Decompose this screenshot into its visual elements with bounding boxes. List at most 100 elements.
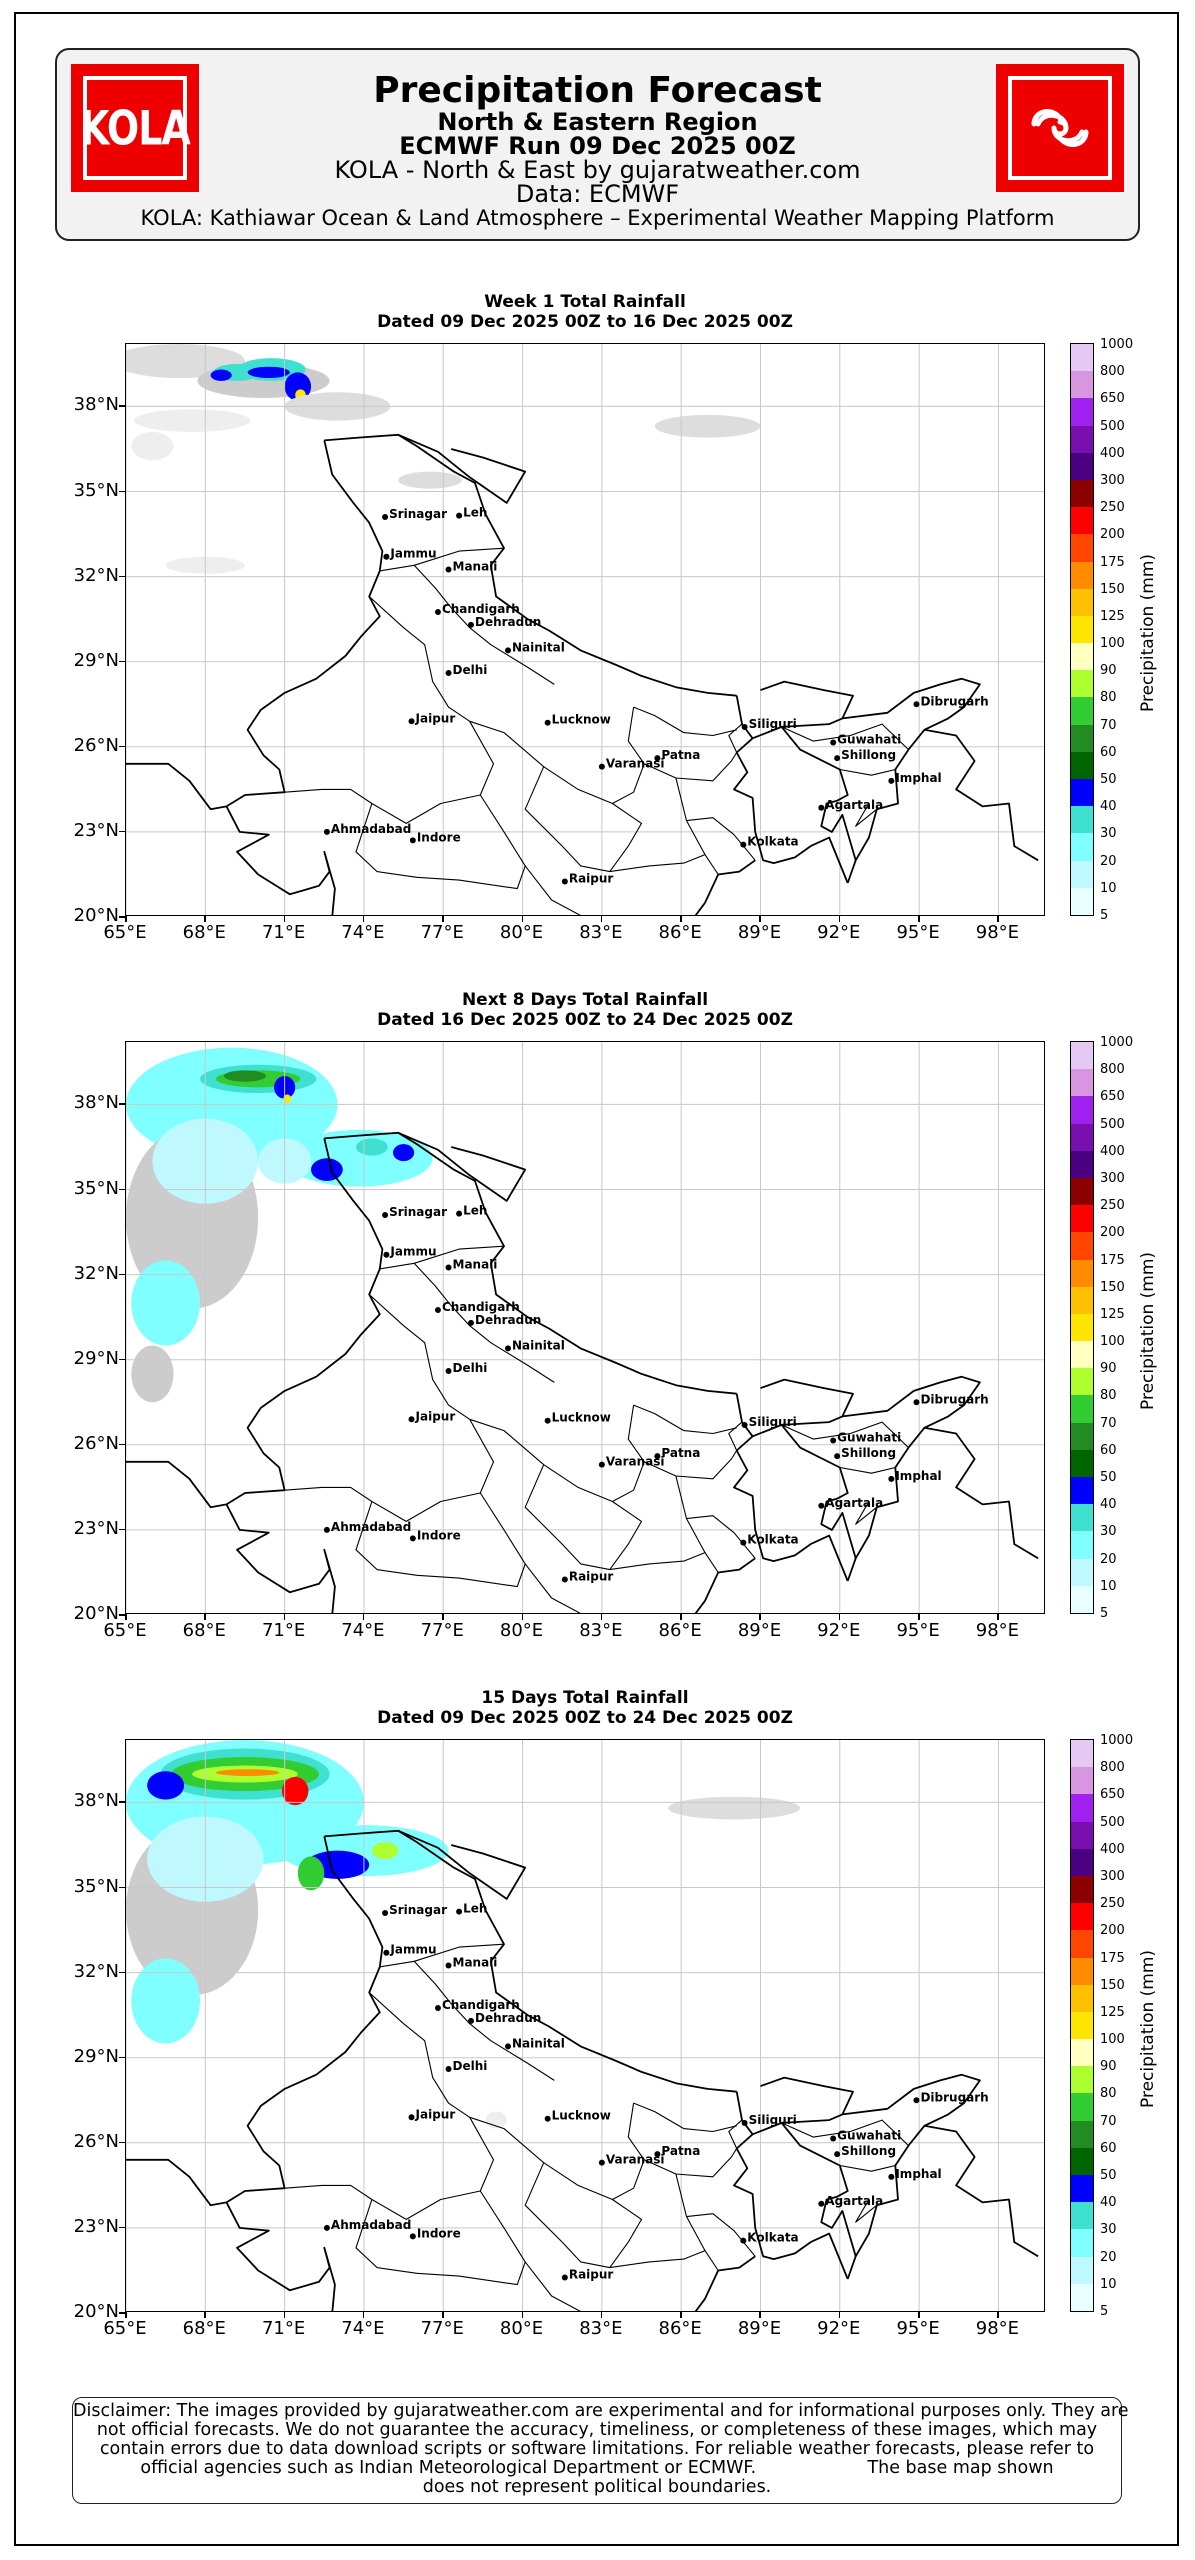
city-label: Leh xyxy=(463,1902,487,1916)
colorbar-tick-label: 100 xyxy=(1100,2032,1125,2048)
city-marker xyxy=(383,553,390,560)
city-label: Jaipur xyxy=(415,1409,456,1423)
boundary-line xyxy=(226,1138,384,1506)
city-label: Manali xyxy=(453,1258,498,1272)
kola-logo: KOLA xyxy=(71,64,199,192)
lat-tick-label: 32°N xyxy=(73,1262,119,1284)
city-marker xyxy=(456,512,463,519)
tick-mark xyxy=(119,1273,125,1276)
tick-mark xyxy=(119,745,125,748)
boundary-line xyxy=(728,2119,743,2149)
colorbar-tick-label: 200 xyxy=(1100,527,1125,543)
city-label: Indore xyxy=(417,2226,461,2240)
boundary-line xyxy=(780,2122,857,2257)
colorbar-strip xyxy=(1070,343,1094,916)
lat-tick-label: 26°N xyxy=(73,1432,119,1454)
city-label: Siliguri xyxy=(749,717,797,731)
city-label: Dibrugarh xyxy=(920,1392,988,1406)
boundary-line xyxy=(414,547,505,566)
source-subtitle: KOLA - North & East by gujaratweather.co… xyxy=(334,156,861,184)
city-label: Srinagar xyxy=(389,507,447,521)
precip-area xyxy=(356,1138,388,1156)
city-marker xyxy=(445,1368,452,1375)
tick-mark xyxy=(838,2312,841,2318)
disclaimer-line: official agencies such as Indian Meteoro… xyxy=(140,2458,1054,2478)
tick-mark xyxy=(600,2312,603,2318)
city-label: Guwahati xyxy=(837,733,901,747)
lat-tick-label: 23°N xyxy=(73,2215,119,2237)
precip-area xyxy=(667,1796,801,1820)
tick-mark xyxy=(119,1103,125,1105)
city-label: Srinagar xyxy=(389,1903,447,1917)
city-label: Ahmadabad xyxy=(331,1520,411,1534)
boundary-line xyxy=(633,706,737,737)
lon-tick-label: 92°E xyxy=(817,922,861,943)
city-marker xyxy=(409,2233,416,2240)
disclaimer-line: contain errors due to data download scri… xyxy=(99,2439,1095,2459)
precip-area xyxy=(393,1144,415,1162)
tick-mark xyxy=(362,1614,365,1620)
map-canvas: Srinagar Leh Jammu Manali ChandigarhDehradun… xyxy=(126,1042,1044,1613)
city-marker xyxy=(409,1535,416,1542)
precip-area xyxy=(131,1345,174,1403)
colorbar-segment xyxy=(1071,534,1093,563)
precip-area xyxy=(223,1070,267,1082)
precip-area xyxy=(283,1094,292,1103)
city-marker xyxy=(888,1475,895,1482)
boundary-line xyxy=(524,766,643,873)
colorbar-segment xyxy=(1071,1123,1093,1152)
city-marker xyxy=(408,1416,415,1423)
boundary-line xyxy=(780,726,857,861)
boundary-line xyxy=(735,2073,981,2280)
boundary-line xyxy=(633,1404,737,1435)
colorbar-segment xyxy=(1071,344,1093,372)
boundary-line xyxy=(760,680,854,719)
lon-tick-label: 77°E xyxy=(420,1620,464,1641)
city-marker xyxy=(323,828,330,835)
boundary-line xyxy=(355,794,526,890)
city-label: Agartala xyxy=(825,2194,883,2208)
kola-logo-text: KOLA xyxy=(80,100,191,156)
city-label: Dibrugarh xyxy=(920,694,988,708)
city-marker xyxy=(382,1910,389,1917)
colorbar-segment xyxy=(1071,452,1093,481)
boundary-line xyxy=(733,2133,849,2280)
colorbar-tick-label: 60 xyxy=(1100,2140,1117,2156)
city-label: Dehradun xyxy=(475,1313,541,1327)
colorbar-tick-label: 100 xyxy=(1100,636,1125,652)
precip-area xyxy=(398,471,462,489)
colorbar-segment xyxy=(1071,1096,1093,1125)
colorbar-title: Precipitation (mm) xyxy=(1138,553,1158,712)
colorbar-segment xyxy=(1071,779,1093,807)
boundary-line xyxy=(355,1492,526,1588)
city-label: Ahmadabad xyxy=(331,822,411,836)
lon-tick-label: 95°E xyxy=(896,1620,940,1641)
city-label: Ahmadabad xyxy=(331,2218,411,2232)
data-subtitle: Data: ECMWF xyxy=(515,180,680,208)
city-label: Siliguri xyxy=(749,1415,797,1429)
lat-tick-label: 38°N xyxy=(73,1790,119,1812)
colorbar-tick-label: 500 xyxy=(1100,1116,1125,1132)
tick-mark xyxy=(283,1614,286,1620)
boundary-line xyxy=(397,433,527,504)
colorbar-segment xyxy=(1071,670,1093,698)
city-marker xyxy=(434,609,441,616)
city-label: Srinagar xyxy=(389,1205,447,1219)
boundary-line xyxy=(733,1435,849,1582)
city-marker xyxy=(654,2151,661,2158)
colorbar-tick-label: 1000 xyxy=(1100,1733,1134,1748)
lat-tick-label: 23°N xyxy=(73,1517,119,1539)
colorbar-tick-label: 500 xyxy=(1100,418,1125,434)
city-marker xyxy=(456,1908,463,1915)
boundary-line xyxy=(355,2190,526,2286)
boundary-line xyxy=(524,865,581,915)
colorbar-tick-label: 20 xyxy=(1100,2249,1117,2265)
tick-mark xyxy=(838,916,841,922)
tick-mark xyxy=(680,1614,682,1620)
city-marker xyxy=(505,647,512,654)
city-marker xyxy=(830,739,837,746)
boundary-line xyxy=(675,777,719,875)
colorbar-tick-label: 90 xyxy=(1100,663,1117,679)
city-marker xyxy=(505,1345,512,1352)
city-marker xyxy=(654,755,661,762)
